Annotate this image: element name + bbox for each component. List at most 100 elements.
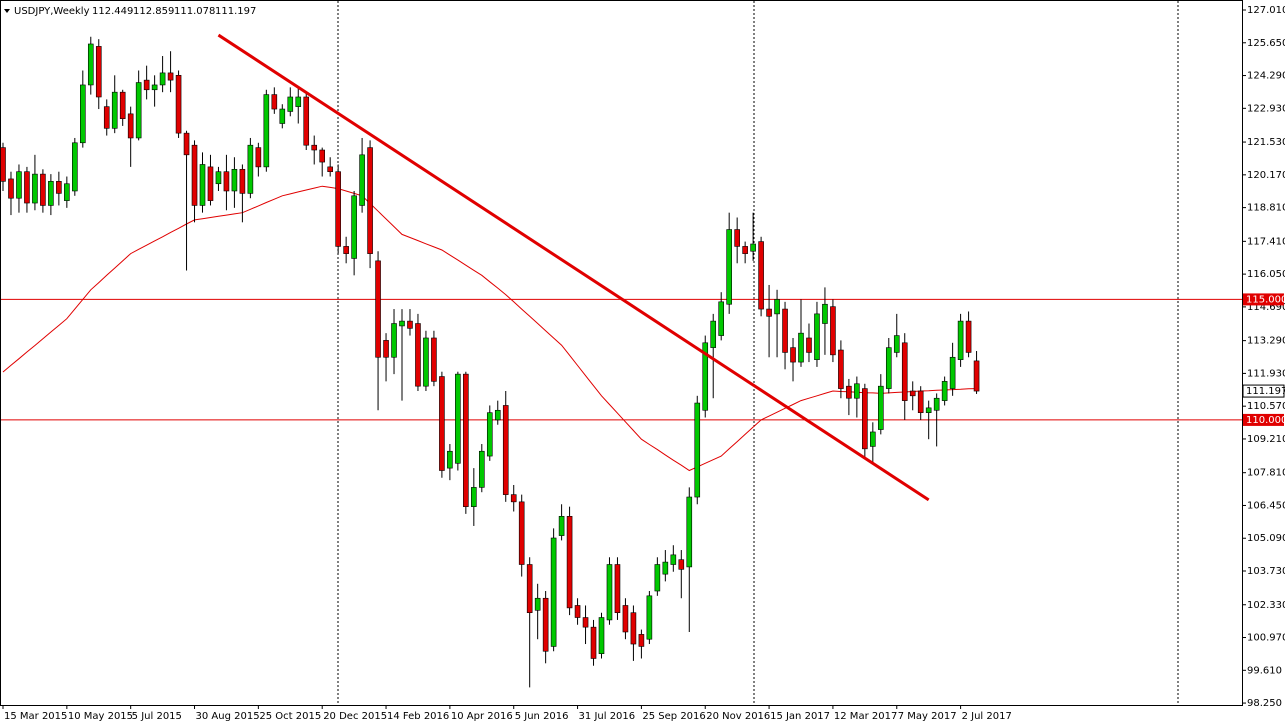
candle-body: [917, 390, 924, 413]
candle-body: [335, 171, 341, 247]
x-tick-label: 20 Dec 2015: [323, 711, 387, 722]
candle-body: [893, 335, 900, 353]
candle-body: [40, 173, 46, 206]
candle-body: [287, 96, 294, 112]
y-tick-label: 109.210: [1247, 434, 1285, 445]
candle-body: [766, 308, 772, 317]
header-low: 111.078: [174, 6, 215, 17]
candle-body: [119, 91, 126, 119]
x-tick-label: 25 Oct 2015: [259, 711, 321, 722]
y-tick-label: 125.650: [1247, 38, 1285, 49]
candle-body: [877, 385, 884, 430]
candle-body: [415, 323, 421, 387]
y-tick-label: 106.450: [1247, 500, 1285, 511]
x-tick-label: 10 Apr 2016: [451, 711, 513, 722]
candle-body: [478, 450, 485, 488]
candle-body: [383, 340, 389, 358]
y-tick-label: 114.690: [1247, 302, 1285, 313]
x-tick-label: 30 Aug 2015: [196, 711, 260, 722]
candle-body: [247, 144, 254, 194]
y-tick-label: 116.050: [1247, 269, 1285, 280]
candle-body: [742, 246, 748, 254]
y-tick-label: 122.930: [1247, 103, 1285, 114]
candle-body: [654, 564, 661, 592]
candle-body: [223, 171, 230, 192]
header-close: 111.197: [215, 6, 256, 17]
level-label-box: [1243, 293, 1284, 306]
header-open: 112.449: [92, 6, 133, 17]
candle-body: [8, 178, 14, 199]
moving-average: [2, 185, 977, 472]
candle-body: [143, 79, 150, 91]
candle-body: [303, 96, 310, 146]
candle-body: [622, 605, 629, 633]
candle-body: [510, 494, 517, 503]
candle-body: [463, 373, 469, 507]
candle-body: [87, 43, 94, 86]
candle-body: [279, 108, 286, 124]
y-tick-label: 124.290: [1247, 71, 1285, 82]
y-tick-label: 98.250: [1247, 698, 1282, 709]
candle-body: [447, 450, 453, 469]
candle-body: [957, 320, 964, 360]
menu-arrow[interactable]: [4, 9, 10, 13]
candle-body: [502, 405, 509, 495]
x-tick-label: 20 Nov 2016: [706, 711, 770, 722]
candle-body: [231, 168, 238, 192]
trendline: [217, 33, 930, 502]
candle-body: [526, 564, 533, 614]
candle-body: [48, 181, 54, 206]
x-tick-label: 7 May 2017: [898, 711, 957, 722]
candle-body: [774, 299, 780, 315]
candle-body: [319, 149, 326, 163]
candle-body: [423, 337, 429, 387]
candle-body: [255, 147, 262, 168]
candle-body: [95, 46, 102, 98]
candle-body: [518, 501, 525, 565]
candle-body: [598, 617, 605, 654]
candle-body: [574, 605, 581, 618]
candle-body: [239, 168, 246, 194]
x-tick-label: 31 Jul 2016: [579, 711, 636, 722]
candle-body: [159, 72, 166, 86]
candle-body: [590, 626, 597, 659]
candle-body: [941, 381, 948, 401]
candle-body: [933, 397, 940, 411]
y-tick-label: 100.970: [1247, 633, 1285, 644]
candle-body: [494, 409, 501, 421]
candle-body: [175, 75, 182, 134]
y-tick-label: 117.410: [1247, 236, 1285, 247]
candle-body: [790, 347, 796, 363]
y-tick-label: 99.610: [1247, 665, 1282, 676]
level-label: 110.000: [1246, 415, 1285, 426]
candle-body: [167, 72, 174, 81]
candle-body: [862, 388, 868, 450]
candle-body: [359, 154, 365, 206]
candle-body: [542, 597, 549, 652]
y-tick-label: 120.170: [1247, 170, 1285, 181]
x-tick-label: 2 Jul 2017: [962, 711, 1012, 722]
y-tick-label: 107.810: [1247, 468, 1285, 479]
y-tick-label: 121.530: [1247, 137, 1285, 148]
candle-body: [870, 431, 876, 447]
candle-body: [367, 147, 373, 254]
candle-body: [191, 144, 198, 206]
candle-body: [830, 306, 836, 356]
candle-body: [838, 349, 844, 389]
x-tick-label: 15 Mar 2015: [4, 711, 67, 722]
candle-body: [16, 171, 22, 199]
candle-body: [327, 166, 333, 173]
candle-body: [909, 390, 916, 397]
plot-frame: [0, 0, 1243, 706]
candle-body: [854, 383, 860, 399]
candle-body: [646, 595, 653, 640]
candle-body: [702, 342, 709, 411]
candle-body: [885, 347, 892, 389]
candle-body: [32, 173, 38, 204]
candle-body: [694, 402, 701, 498]
x-tick-label: 5 Jun 2016: [515, 711, 569, 722]
candle-body: [431, 337, 437, 382]
candle-body: [550, 537, 557, 647]
candle-body: [710, 320, 717, 348]
